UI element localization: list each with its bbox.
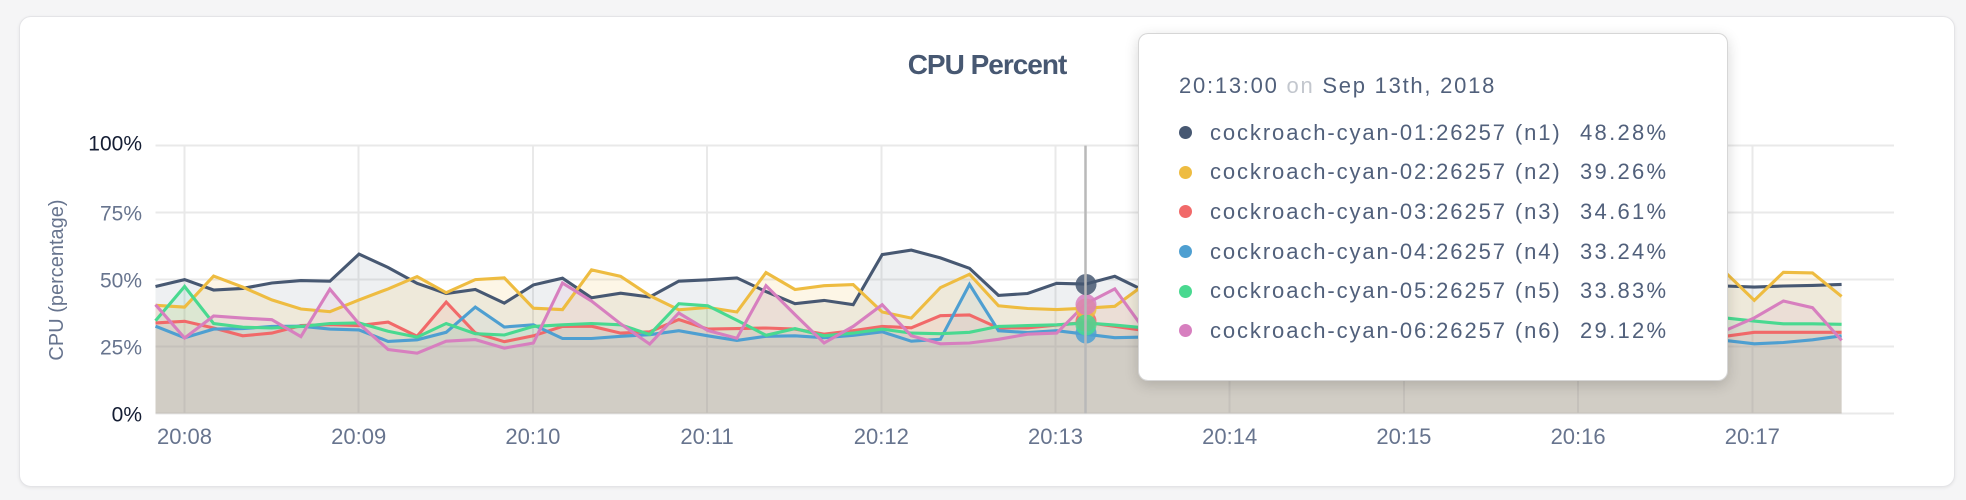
svg-text:75%: 75% [100,203,142,226]
svg-text:20:15: 20:15 [1376,424,1431,449]
svg-text:50%: 50% [100,270,142,293]
svg-text:100%: 100% [88,133,142,156]
svg-text:20:09: 20:09 [331,424,386,449]
svg-text:20:10: 20:10 [505,424,560,449]
svg-text:CPU (percentage): CPU (percentage) [46,199,68,360]
svg-text:20:16: 20:16 [1551,424,1606,449]
svg-text:0%: 0% [112,404,142,427]
svg-text:20:13: 20:13 [1028,424,1083,449]
svg-text:20:11: 20:11 [680,424,733,449]
svg-text:20:14: 20:14 [1202,424,1257,449]
svg-text:20:12: 20:12 [854,424,909,449]
svg-text:20:08: 20:08 [157,424,212,449]
svg-text:25%: 25% [100,337,142,360]
svg-text:20:17: 20:17 [1725,424,1780,449]
